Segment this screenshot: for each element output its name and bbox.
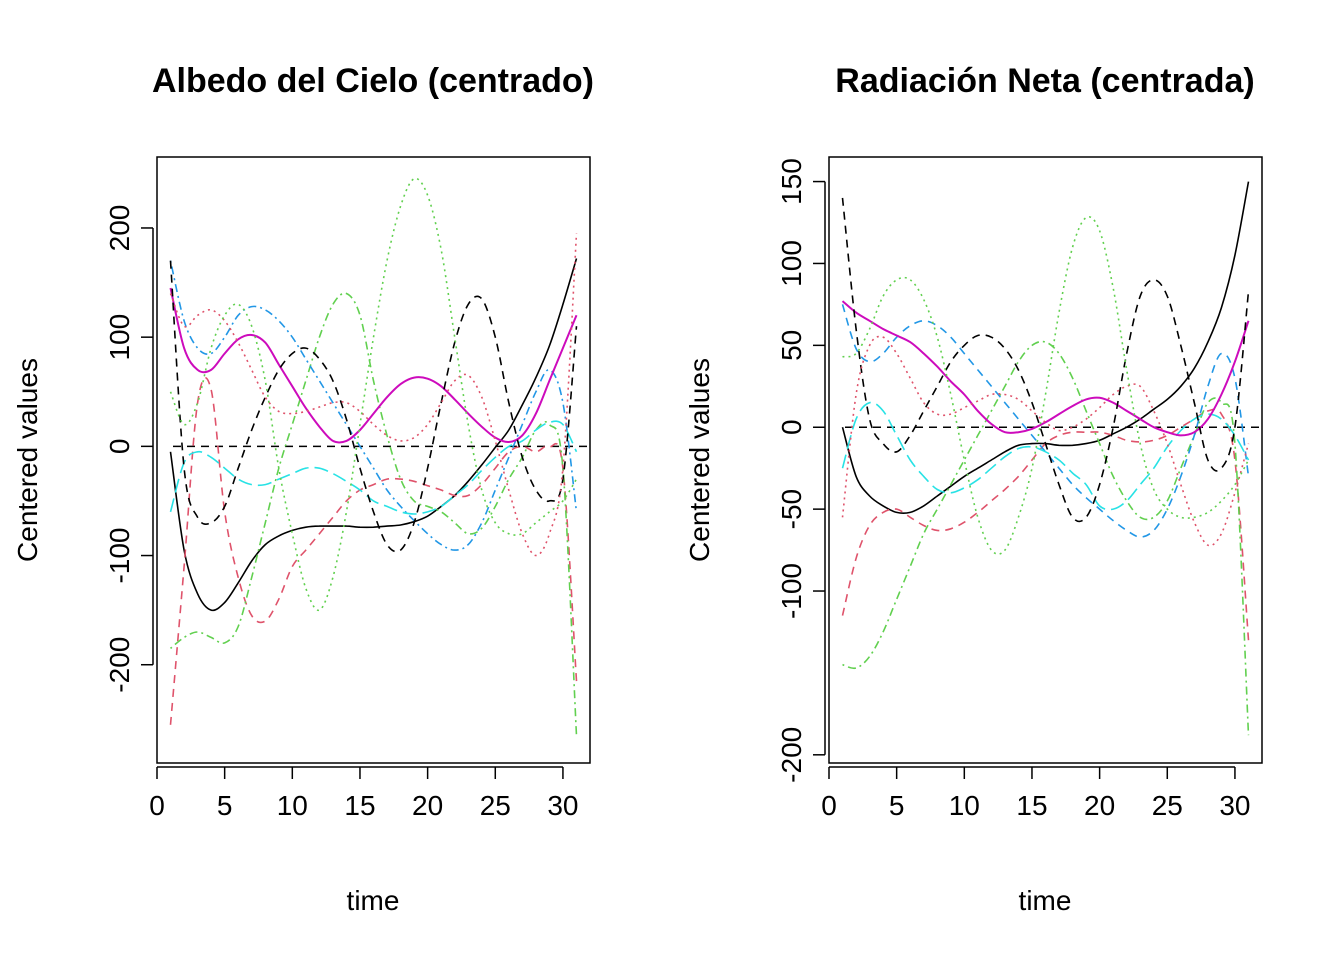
x-tick-label: 10	[277, 790, 308, 821]
y-tick-label: 0	[776, 419, 807, 435]
series-line-5	[169, 420, 578, 515]
x-tick-label: 25	[480, 790, 511, 821]
series-line-8	[169, 233, 578, 557]
x-tick-label: 0	[821, 790, 837, 821]
y-tick-label: 200	[104, 205, 135, 252]
x-tick-label: 30	[1219, 790, 1250, 821]
series-line-9	[842, 216, 1250, 555]
y-axis-label: Centered values	[684, 358, 715, 562]
y-tick-label: 100	[776, 240, 807, 287]
series-line-2	[841, 408, 1250, 641]
series-line-1	[169, 258, 578, 612]
x-tick-label: 10	[949, 790, 980, 821]
series-line-5	[841, 401, 1250, 511]
series-line-7	[841, 197, 1250, 523]
series-lines	[169, 177, 578, 736]
series-line-6	[841, 300, 1250, 437]
x-tick-label: 15	[344, 790, 375, 821]
series-line-8	[841, 335, 1250, 547]
x-axis-label: time	[1019, 885, 1072, 916]
series-line-3	[842, 340, 1250, 736]
x-tick-label: 30	[547, 790, 578, 821]
y-tick-label: -100	[104, 528, 135, 584]
y-tick-label: 0	[104, 439, 135, 455]
chart-panel-radiacion: Radiación Neta (centrada) time Centered …	[684, 62, 1263, 916]
x-tick-label: 25	[1152, 790, 1183, 821]
y-tick-label: 150	[776, 158, 807, 205]
x-axis: 0 5 10 15 20 25 30	[821, 766, 1251, 821]
y-axis: -200 -100 0 100 200	[104, 205, 154, 693]
plot-box	[156, 156, 591, 764]
y-tick-label: 100	[104, 314, 135, 361]
x-axis: 0 5 10 15 20 25 30	[149, 766, 579, 821]
y-tick-label: -200	[104, 637, 135, 693]
series-line-2	[169, 377, 578, 725]
series-line-9	[169, 177, 578, 612]
x-tick-label: 0	[149, 790, 165, 821]
x-tick-label: 20	[412, 790, 443, 821]
chart-title: Albedo del Cielo (centrado)	[152, 62, 594, 100]
chart-panel-albedo: Albedo del Cielo (centrado) time Centere…	[12, 62, 594, 916]
series-lines	[841, 181, 1250, 736]
series-line-4	[169, 260, 578, 551]
x-tick-label: 15	[1016, 790, 1047, 821]
y-tick-label: -100	[776, 563, 807, 619]
series-line-4	[841, 304, 1250, 538]
x-tick-label: 20	[1084, 790, 1115, 821]
plot-box	[828, 156, 1263, 764]
y-tick-label: -200	[776, 727, 807, 783]
series-line-6	[169, 287, 578, 444]
series-line-1	[841, 181, 1250, 515]
x-tick-label: 5	[217, 790, 233, 821]
x-axis-label: time	[347, 885, 400, 916]
x-tick-label: 5	[889, 790, 905, 821]
y-axis: -200 -100 -50 0 50 100 150	[776, 158, 826, 783]
y-tick-label: -50	[776, 489, 807, 529]
series-line-3	[169, 292, 578, 736]
chart-title: Radiación Neta (centrada)	[835, 62, 1254, 100]
y-tick-label: 50	[776, 330, 807, 361]
y-axis-label: Centered values	[12, 358, 43, 562]
series-line-7	[169, 260, 578, 553]
